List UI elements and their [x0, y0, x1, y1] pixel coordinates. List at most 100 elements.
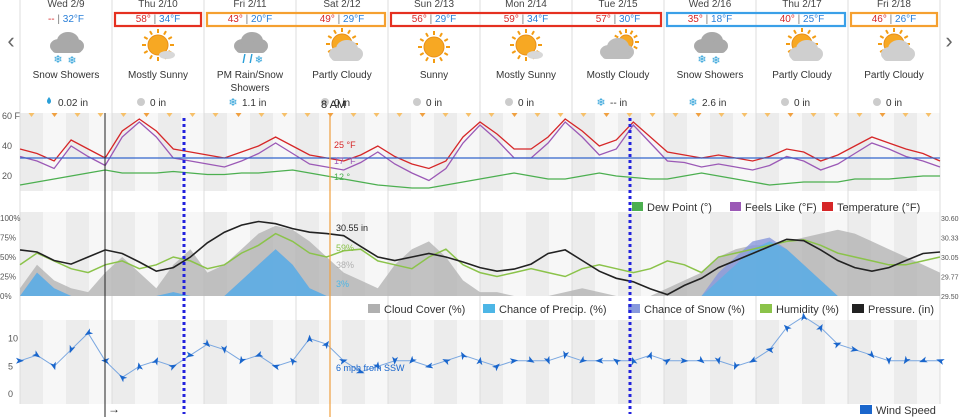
day-precip: 0 in — [518, 98, 534, 109]
day-column[interactable]: Fri 2/18 46° | 26°F Partly Cloudy 0 in — [857, 0, 932, 117]
mid-axis-tick: 0% — [0, 292, 12, 301]
day-precip: 1.1 in — [242, 98, 266, 109]
day-column[interactable]: Thu 2/10 58° | 34°F Mostly Sunny 0 in — [121, 0, 196, 117]
no-precip-icon — [413, 98, 421, 106]
grid-band — [756, 320, 779, 404]
pressure-axis-tick: 29.77 — [941, 275, 959, 282]
day-precip: 0.02 in — [58, 98, 88, 109]
day-condition: Showers — [231, 83, 270, 94]
day-date: Wed 2/9 — [47, 0, 84, 10]
day-low: 20°F — [251, 14, 272, 25]
day-high: -- — [48, 14, 55, 25]
day-hi-lo: -- | 32°F — [48, 14, 84, 25]
grid-band — [20, 320, 43, 404]
grid-band — [480, 212, 503, 296]
day-column[interactable]: Mon 2/14 59° | 34°F Mostly Sunny 0 in — [489, 0, 564, 117]
day-column[interactable]: Wed 2/9 -- | 32°F ❄ ❄ Snow Showers 0.02 in — [29, 0, 104, 117]
day-low: 34°F — [159, 14, 180, 25]
legend-swatch — [632, 202, 643, 211]
temp-axis-tick: 40 — [2, 141, 12, 151]
grid-band — [802, 320, 825, 404]
grid-band — [66, 320, 89, 404]
day-condition: Snow Showers — [33, 70, 100, 81]
grid-band — [227, 113, 250, 191]
day-date: Fri 2/18 — [877, 0, 911, 10]
day-hi-lo: 49° | 29°F — [320, 14, 365, 25]
day-high: 43° — [228, 14, 243, 25]
grid-band — [779, 113, 802, 191]
day-hi-lo: 46° | 26°F — [872, 14, 917, 25]
legend-swatch — [822, 202, 833, 211]
legend-swatch — [730, 202, 741, 211]
day-precip: 0 in — [150, 98, 166, 109]
wind-axis-tick: 5 — [8, 361, 13, 371]
grid-band — [365, 320, 388, 404]
grid-band — [526, 212, 549, 296]
mid-legend-item: Cloud Cover (%) — [384, 304, 465, 316]
day-condition: Partly Cloudy — [772, 70, 831, 81]
wind-axis-tick: 0 — [8, 389, 13, 399]
day-hi-lo: 57° | 30°F — [596, 14, 641, 25]
day-condition: Partly Cloudy — [312, 70, 371, 81]
legend-swatch — [852, 304, 864, 313]
mid-legend-item: Humidity (%) — [776, 304, 839, 316]
mid-legend-item: Chance of Snow (%) — [644, 304, 745, 316]
grid-band — [457, 320, 480, 404]
day-high: 59° — [504, 14, 519, 25]
day-condition: PM Rain/Snow — [217, 70, 284, 81]
day-date: Thu 2/10 — [138, 0, 178, 10]
pressure-axis-tick: 30.33 — [941, 236, 959, 243]
snowflake-icon: ❄ — [67, 55, 76, 67]
wind-callout: 6 mph from SSW — [336, 363, 405, 373]
grid-band — [641, 320, 664, 404]
grid-band — [296, 113, 319, 191]
grid-band — [595, 212, 618, 296]
next-week-button[interactable]: › — [941, 28, 957, 54]
partly-cloudy-sun-icon — [786, 28, 823, 61]
grid-band — [641, 212, 664, 296]
day-date: Thu 2/17 — [782, 0, 822, 10]
grid-band — [687, 320, 710, 404]
grid-band — [572, 320, 595, 404]
grid-band — [296, 320, 319, 404]
day-condition: Sunny — [420, 70, 448, 81]
wind-axis-tick: 10 — [8, 334, 18, 344]
temp-legend-item: Feels Like (°F) — [745, 202, 817, 214]
mid-callout: 59% — [336, 243, 354, 253]
pressure-axis-tick: 30.05 — [941, 255, 959, 262]
day-condition: Mostly Cloudy — [587, 70, 650, 81]
snowflake-icon: ❄ — [53, 54, 62, 66]
day-date: Fri 2/11 — [233, 0, 267, 10]
temp-callout: 25 °F — [334, 140, 356, 150]
day-column[interactable]: Sun 2/13 56° | 29°F Sunny 0 in — [397, 0, 472, 117]
grid-band — [756, 113, 779, 191]
day-column[interactable]: Tue 2/15 57° | 30°F Mostly Cloudy ❄ -- in — [581, 0, 656, 117]
mid-callout: 38% — [336, 260, 354, 270]
grid-band — [89, 320, 112, 404]
snowflake-icon: ❄ — [711, 55, 720, 67]
grid-band — [825, 320, 848, 404]
legend-swatch — [483, 304, 495, 313]
day-low: 25°F — [803, 14, 824, 25]
partly-cloudy-sun-icon — [878, 28, 915, 61]
day-condition: Partly Cloudy — [864, 70, 923, 81]
grid-band — [572, 113, 595, 191]
prev-week-button[interactable]: ‹ — [3, 28, 19, 54]
no-precip-icon — [137, 98, 145, 106]
grid-band — [204, 113, 227, 191]
day-date: Mon 2/14 — [505, 0, 547, 10]
mid-legend-item: Chance of Precip. (%) — [499, 304, 607, 316]
day-column[interactable]: Thu 2/17 40° | 25°F Partly Cloudy 0 in — [765, 0, 840, 117]
day-hi-lo: 35° | 18°F — [688, 14, 733, 25]
grid-band — [526, 320, 549, 404]
temp-axis-tick: 60 F — [2, 111, 21, 121]
day-low: 34°F — [527, 14, 548, 25]
mid-legend-item: Pressure. (in) — [868, 304, 934, 316]
rain-snow-icon: / / ❄ — [234, 32, 268, 66]
grid-band — [848, 320, 871, 404]
day-precip: 0 in — [794, 98, 810, 109]
legend-swatch — [860, 405, 872, 414]
mostly-sunny-icon — [142, 29, 175, 61]
